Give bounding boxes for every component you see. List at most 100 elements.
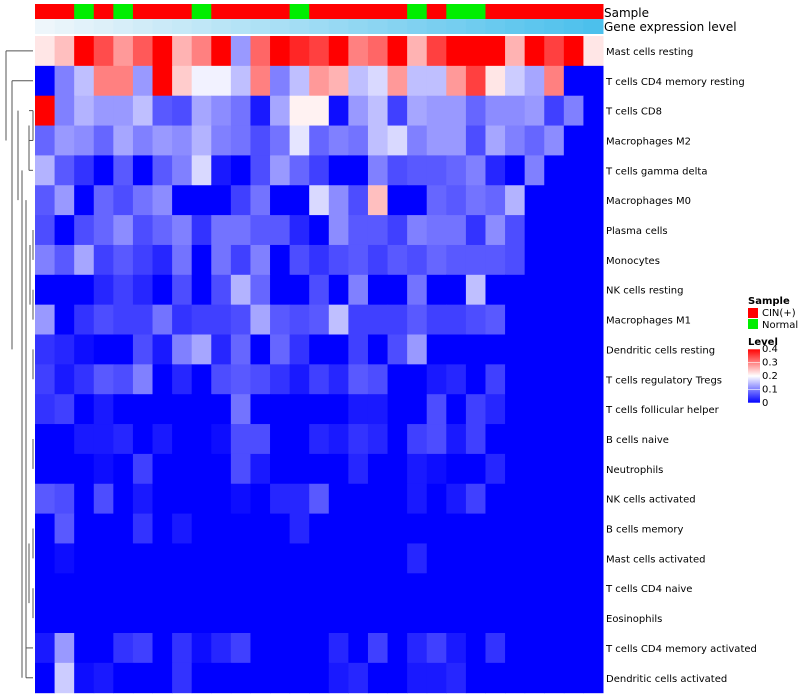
heatmap-cell [74, 543, 95, 574]
heatmap-cell [132, 543, 154, 574]
heatmap-cell [230, 662, 251, 694]
heatmap-cell [152, 424, 173, 455]
heatmap-cell [152, 215, 173, 246]
heatmap-cell [211, 543, 232, 574]
heatmap-cell [172, 244, 193, 276]
heatmap-cell [348, 662, 369, 694]
heatmap-cell [446, 662, 467, 694]
heatmap-cell [465, 662, 486, 694]
heatmap-cell [465, 36, 486, 67]
heatmap-cell [446, 65, 467, 97]
heatmap-cell [465, 424, 486, 455]
heatmap-cell [505, 95, 526, 127]
heatmap-cell [230, 185, 251, 216]
heatmap-cell [250, 662, 271, 694]
heatmap-cell [348, 244, 369, 276]
heatmap-cell [230, 155, 251, 186]
heatmap-cell [387, 185, 408, 216]
row-label: B cells naive [606, 435, 669, 446]
heatmap-cell [230, 304, 251, 335]
heatmap-cell [583, 394, 604, 425]
heatmap-cell [348, 304, 369, 335]
heatmap-cell [74, 185, 95, 216]
heatmap-cell [132, 185, 154, 216]
heatmap-cell [387, 274, 408, 306]
row-label: Dendritic cells resting [606, 345, 715, 356]
heatmap-cell [524, 274, 545, 306]
heatmap-cell [485, 394, 506, 425]
heatmap-cell [505, 364, 526, 395]
heatmap-cell [544, 215, 565, 246]
heatmap-cell [407, 215, 428, 246]
heatmap-cell [230, 483, 251, 515]
heatmap-cell [113, 662, 134, 694]
row-label: Plasma cells [606, 226, 668, 237]
heatmap-cell [505, 603, 526, 634]
heatmap-cell [93, 543, 114, 574]
heatmap-cell [583, 304, 604, 335]
heatmap-cell [113, 424, 134, 455]
heatmap-cell [113, 334, 134, 365]
heatmap-cell [250, 334, 271, 365]
sample-annotation-cell [563, 4, 584, 19]
heatmap-cell [289, 65, 310, 97]
heatmap-cell [191, 364, 212, 395]
heatmap-cell [367, 155, 389, 186]
legend-swatch-cin [748, 308, 758, 318]
heatmap-cell [328, 603, 349, 634]
heatmap-cell [583, 125, 604, 156]
heatmap-cell [152, 543, 173, 574]
heatmap-cell [211, 95, 232, 127]
heatmap-cell [426, 573, 447, 604]
heatmap-cell [54, 274, 75, 306]
heatmap-cell [35, 185, 56, 216]
heatmap-cell [544, 662, 565, 694]
heatmap-cell [191, 36, 212, 67]
heatmap-cell [35, 36, 56, 67]
heatmap-cell [270, 36, 291, 67]
heatmap-cell [35, 274, 56, 306]
heatmap-cell [152, 513, 173, 544]
heatmap-cell [465, 95, 486, 127]
heatmap-cell [348, 633, 369, 664]
heatmap-cell [270, 603, 291, 634]
heatmap-cell [524, 334, 545, 365]
expression-annotation-cell [407, 19, 428, 34]
heatmap-cell [113, 453, 134, 485]
heatmap-cell [309, 513, 330, 544]
heatmap-cell [270, 543, 291, 574]
heatmap-cell [152, 65, 173, 97]
legend-sample-title: Sample [748, 296, 790, 307]
expression-annotation-cell [367, 19, 389, 34]
heatmap-cell [270, 453, 291, 485]
heatmap-cell [563, 215, 584, 246]
heatmap-cell [35, 155, 56, 186]
legend-swatch-normal [748, 319, 758, 329]
heatmap-cell [328, 364, 349, 395]
heatmap-cell [132, 155, 154, 186]
heatmap-cell [211, 364, 232, 395]
heatmap-cell [544, 244, 565, 276]
heatmap-cell [270, 424, 291, 455]
heatmap-cell [191, 424, 212, 455]
heatmap-cell [485, 543, 506, 574]
heatmap-cell [191, 244, 212, 276]
heatmap-cell [544, 424, 565, 455]
heatmap-cell [309, 483, 330, 515]
heatmap-cells [35, 36, 604, 694]
heatmap-cell [54, 483, 75, 515]
heatmap-cell [524, 364, 545, 395]
expression-annotation-cell [426, 19, 447, 34]
heatmap-cell [289, 155, 310, 186]
heatmap-cell [132, 633, 154, 664]
heatmap-cell [132, 95, 154, 127]
heatmap-cell [230, 424, 251, 455]
heatmap-cell [211, 453, 232, 485]
heatmap-cell [35, 573, 56, 604]
sample-annotation-cell [172, 4, 193, 19]
heatmap-cell [367, 65, 389, 97]
heatmap-cell [505, 483, 526, 515]
heatmap-cell [524, 65, 545, 97]
heatmap-cell [230, 633, 251, 664]
heatmap-cell [250, 125, 271, 156]
